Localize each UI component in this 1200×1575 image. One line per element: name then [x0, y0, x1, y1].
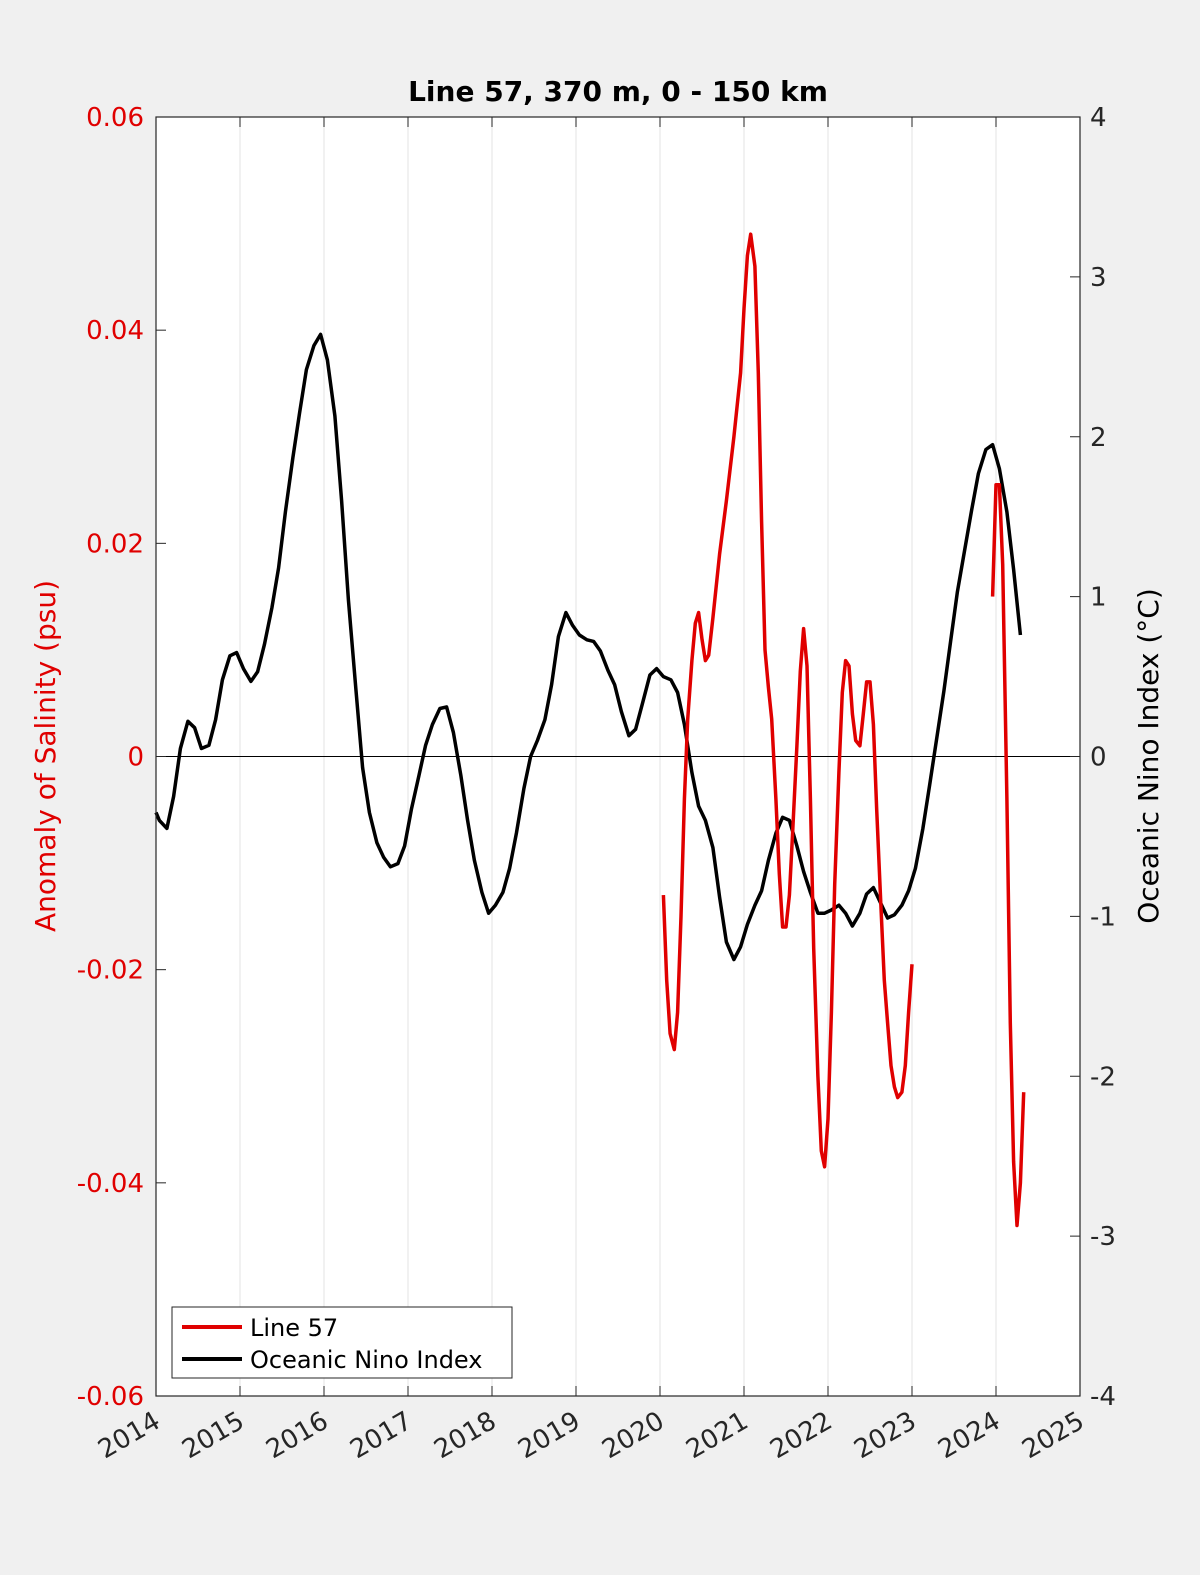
y-tick-label-left: -0.04: [77, 1169, 144, 1199]
y-tick-label-right: -2: [1090, 1062, 1116, 1092]
series-line-line57-segment-2: [990, 482, 1026, 1228]
y-tick-label-left: -0.02: [77, 956, 144, 986]
y-tick-label-left: -0.06: [77, 1382, 144, 1412]
series-line-line57-segment-1: [661, 232, 914, 1169]
chart-title: Line 57, 370 m, 0 - 150 km: [408, 75, 828, 108]
y-tick-label-right: 1: [1090, 583, 1107, 613]
y-axis-label-left: Anomaly of Salinity (psu): [29, 580, 62, 932]
legend-box: [171, 1306, 513, 1379]
y-tick-label-left: 0.02: [86, 529, 144, 559]
y-tick-label-right: -4: [1090, 1382, 1116, 1412]
legend-label-line57: Line 57: [250, 1314, 338, 1342]
y-tick-label-right: -3: [1090, 1222, 1116, 1252]
y-tick-label-right: -1: [1090, 902, 1116, 932]
legend: Line 57 Oceanic Nino Index: [171, 1306, 513, 1379]
series-line-oceanic-nino-index: [154, 332, 1023, 962]
y-tick-label-right: 3: [1090, 263, 1107, 293]
y-tick-label-left: 0.04: [86, 316, 144, 346]
y-tick-label-right: 4: [1090, 103, 1107, 133]
y-tick-label-right: 2: [1090, 423, 1107, 453]
y-tick-label-left: 0.06: [86, 103, 144, 133]
legend-label-oni: Oceanic Nino Index: [250, 1346, 482, 1374]
y-tick-label-right: 0: [1090, 743, 1107, 773]
series-layer: [154, 232, 1026, 1228]
y-axis-label-right: Oceanic Nino Index (°C): [1132, 588, 1165, 924]
y-tick-label-left: 0: [127, 743, 144, 773]
